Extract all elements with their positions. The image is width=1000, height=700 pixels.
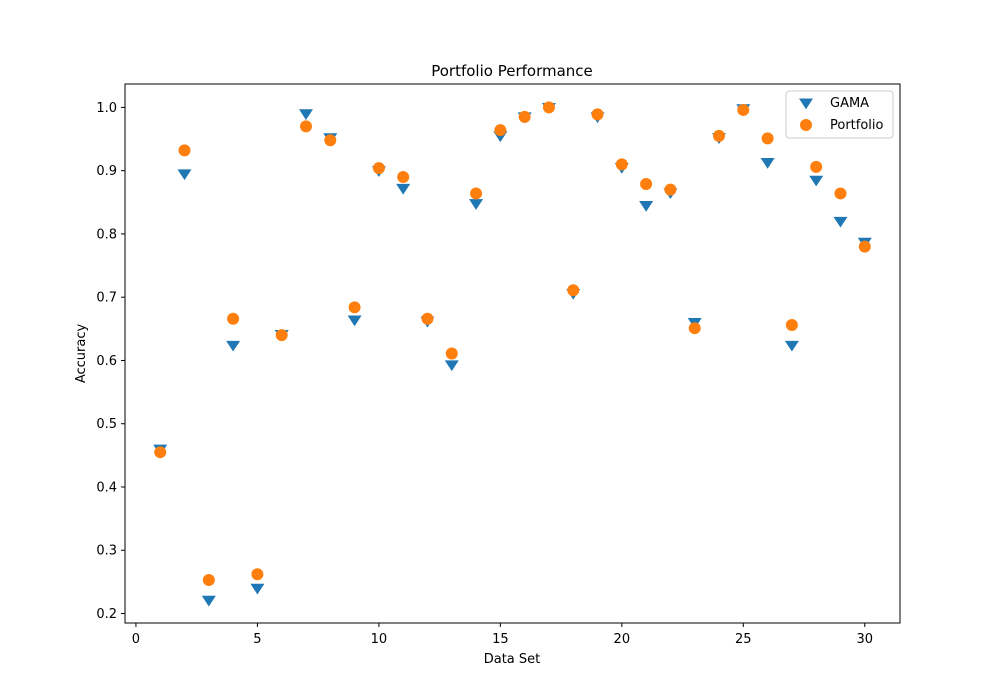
y-tick-label: 0.8 [96, 227, 117, 242]
portfolio-point [591, 108, 604, 121]
portfolio-point [785, 319, 798, 332]
x-axis-label: Data Set [484, 652, 541, 667]
gama-point [469, 199, 484, 210]
legend-label-gama: GAMA [830, 96, 869, 111]
gama-point [809, 175, 824, 187]
portfolio-point [542, 101, 555, 114]
plot-area: 0 5 10 15 20 25 30 0.2 0.3 0.4 0.5 0.6 0.7 0.8 0.9 1.0 [96, 83, 901, 647]
gama-point [201, 595, 216, 607]
legend: GAMA Portfolio [785, 90, 894, 139]
gama-point [226, 340, 241, 352]
gama-point [784, 340, 799, 352]
x-tick-label: 20 [614, 632, 631, 647]
portfolio-point [227, 312, 240, 325]
gama-point [833, 216, 848, 228]
y-tick-label: 0.5 [96, 417, 117, 432]
gama-point [760, 157, 775, 169]
portfolio-point [372, 162, 385, 175]
y-tick-label: 0.3 [96, 544, 117, 559]
y-tick-label: 1.0 [96, 101, 117, 116]
portfolio-point [421, 312, 434, 325]
portfolio-point [445, 347, 458, 360]
portfolio-point [737, 103, 750, 116]
y-tick-label: 0.6 [96, 354, 117, 369]
portfolio-point [761, 132, 774, 145]
portfolio-point [810, 160, 823, 173]
x-tick-label: 5 [253, 632, 261, 647]
legend-marker-gama [799, 98, 813, 110]
y-tick-label: 0.2 [96, 607, 117, 622]
portfolio-point [494, 124, 507, 137]
gama-point [250, 583, 265, 595]
x-tick-label: 25 [735, 632, 752, 647]
series-portfolio [154, 101, 871, 586]
x-tick-label: 10 [371, 632, 388, 647]
portfolio-point [713, 129, 726, 142]
y-axis-ticks: 0.2 0.3 0.4 0.5 0.6 0.7 0.8 0.9 1.0 [96, 101, 125, 622]
axes-frame [124, 83, 901, 624]
x-tick-label: 30 [856, 632, 873, 647]
portfolio-point [348, 301, 361, 314]
gama-point [177, 169, 192, 181]
portfolio-point [251, 568, 264, 581]
portfolio-point [834, 187, 847, 200]
gama-point [396, 183, 411, 195]
gama-point [298, 109, 313, 120]
chart-title: Portfolio Performance [431, 62, 593, 80]
portfolio-point [640, 177, 653, 190]
legend-label-portfolio: Portfolio [830, 118, 884, 133]
legend-marker-portfolio [800, 119, 812, 131]
portfolio-point [275, 329, 288, 342]
y-axis-label: Accuracy [74, 324, 89, 384]
portfolio-point [567, 284, 580, 297]
portfolio-point [688, 322, 701, 335]
y-tick-label: 0.7 [96, 291, 117, 306]
gama-point [444, 360, 459, 372]
y-tick-label: 0.9 [96, 164, 117, 179]
portfolio-point [518, 110, 531, 123]
x-tick-label: 15 [492, 632, 509, 647]
portfolio-point [470, 187, 483, 200]
portfolio-point [154, 446, 167, 459]
portfolio-point [858, 240, 871, 253]
legend-box [785, 90, 894, 139]
y-tick-label: 0.4 [96, 480, 117, 495]
x-tick-label: 0 [132, 632, 140, 647]
portfolio-point [397, 170, 410, 183]
portfolio-point [324, 134, 337, 147]
x-axis-ticks: 0 5 10 15 20 25 30 [132, 623, 873, 647]
gama-point [639, 201, 654, 212]
gama-point [347, 315, 362, 327]
portfolio-point [615, 158, 628, 171]
portfolio-point [664, 183, 677, 196]
data-markers [153, 101, 872, 607]
portfolio-point [178, 144, 191, 157]
portfolio-point [202, 573, 215, 586]
portfolio-point [299, 120, 312, 133]
